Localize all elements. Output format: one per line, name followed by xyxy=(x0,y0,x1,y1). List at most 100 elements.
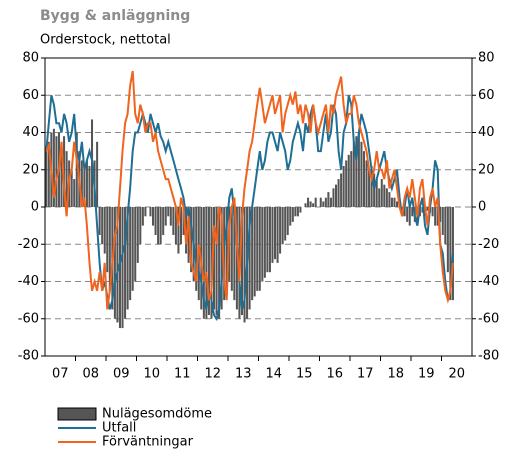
bar xyxy=(118,207,121,329)
bar xyxy=(268,207,271,273)
x-tick-label: 08 xyxy=(82,367,99,382)
bar xyxy=(385,188,388,207)
bar xyxy=(131,207,134,291)
bar xyxy=(281,207,284,245)
bar xyxy=(129,207,132,301)
bar xyxy=(141,207,144,226)
bar xyxy=(393,197,396,207)
bar xyxy=(101,207,104,245)
legend-label: Utfall xyxy=(102,421,136,436)
bar xyxy=(152,207,155,226)
bar xyxy=(337,179,340,207)
chart-title: Bygg & anläggning xyxy=(40,8,190,24)
x-tick-label: 20 xyxy=(448,367,465,382)
bar xyxy=(373,173,376,207)
y2-tick-label: 80 xyxy=(478,51,495,66)
bar xyxy=(225,207,228,291)
bar xyxy=(116,207,119,323)
y2-tick-label: 60 xyxy=(478,88,495,103)
bar xyxy=(291,207,294,222)
bar xyxy=(80,160,83,207)
bar xyxy=(345,160,348,207)
bar xyxy=(75,132,78,207)
bar xyxy=(276,207,279,263)
bar xyxy=(240,207,243,316)
y-tick-label: -80 xyxy=(18,349,39,364)
bar xyxy=(251,207,254,301)
bar xyxy=(360,141,363,207)
x-tick-label: 13 xyxy=(235,367,252,382)
x-tick-label: 11 xyxy=(174,367,191,382)
bar xyxy=(88,166,91,207)
bar xyxy=(307,197,310,207)
bar xyxy=(434,207,437,226)
bar xyxy=(279,207,282,254)
x-tick-label: 18 xyxy=(387,367,404,382)
bar xyxy=(164,207,167,226)
bar xyxy=(134,207,137,282)
bar xyxy=(220,207,223,310)
bar xyxy=(388,192,391,207)
bar xyxy=(52,128,55,207)
bar xyxy=(266,207,269,273)
bar xyxy=(451,207,454,301)
bar xyxy=(213,207,216,310)
y2-tick-label: 40 xyxy=(478,125,495,140)
bar xyxy=(253,207,256,297)
bar xyxy=(207,207,210,316)
bar xyxy=(157,207,160,245)
legend-swatch xyxy=(57,407,97,421)
y-tick-label: -20 xyxy=(18,237,39,252)
bar xyxy=(365,160,368,207)
bar xyxy=(396,201,399,207)
bar xyxy=(169,207,172,226)
bar xyxy=(299,207,302,213)
bar xyxy=(162,207,165,235)
bar xyxy=(96,141,99,207)
bar xyxy=(362,151,365,207)
bar xyxy=(136,207,139,263)
bar xyxy=(309,201,312,207)
x-tick-label: 17 xyxy=(357,367,374,382)
bar xyxy=(380,179,383,207)
bar xyxy=(390,197,393,207)
bar xyxy=(139,207,142,245)
bar xyxy=(347,154,350,207)
bar xyxy=(108,207,111,291)
bar xyxy=(263,207,266,278)
bar xyxy=(70,169,73,207)
bar xyxy=(45,151,48,207)
bar xyxy=(73,179,76,207)
bar xyxy=(411,207,414,217)
bar xyxy=(258,207,261,291)
bar xyxy=(296,207,299,217)
bar xyxy=(65,151,68,207)
bar xyxy=(248,207,251,310)
bar xyxy=(243,207,246,323)
bar xyxy=(294,207,297,217)
legend-label: Förväntningar xyxy=(102,435,194,450)
bar xyxy=(233,207,236,301)
bar xyxy=(357,132,360,207)
bar xyxy=(274,207,277,260)
y-tick-label: 80 xyxy=(22,51,39,66)
x-tick-label: 19 xyxy=(418,367,435,382)
bar xyxy=(60,141,63,207)
bar xyxy=(205,207,208,319)
y-tick-label: 0 xyxy=(31,200,39,215)
bar xyxy=(408,207,411,226)
bar xyxy=(202,207,205,319)
bar xyxy=(368,169,371,207)
bar xyxy=(195,207,198,291)
y2-tick-label: 0 xyxy=(478,200,486,215)
y2-tick-label: -60 xyxy=(478,311,499,326)
bar xyxy=(370,166,373,207)
bar xyxy=(312,203,315,207)
x-tick-label: 12 xyxy=(204,367,221,382)
bar xyxy=(103,207,106,254)
bar xyxy=(154,207,157,235)
bar xyxy=(284,207,287,241)
line xyxy=(45,95,454,322)
bar xyxy=(159,207,162,245)
bar xyxy=(218,207,221,319)
